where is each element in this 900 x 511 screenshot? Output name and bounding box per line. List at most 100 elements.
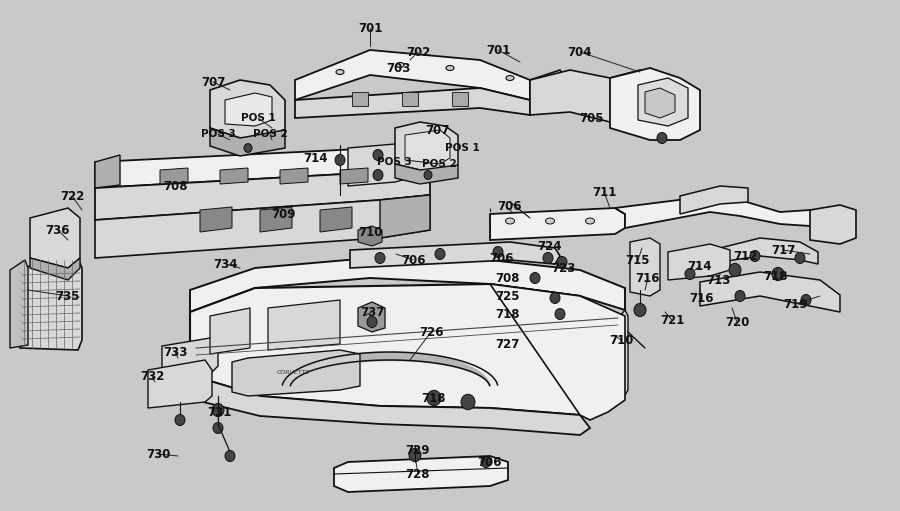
Polygon shape (720, 238, 818, 264)
Bar (452, 92, 468, 106)
Ellipse shape (685, 268, 695, 280)
Text: 729: 729 (406, 444, 430, 456)
Text: 706: 706 (489, 251, 513, 265)
Text: 716: 716 (688, 291, 713, 305)
Text: 711: 711 (592, 185, 617, 198)
Ellipse shape (657, 132, 667, 144)
Ellipse shape (335, 154, 345, 166)
Ellipse shape (545, 218, 554, 224)
Polygon shape (148, 360, 212, 408)
Polygon shape (530, 70, 660, 130)
Text: 735: 735 (56, 290, 80, 303)
Polygon shape (190, 284, 620, 415)
Polygon shape (95, 155, 120, 188)
Text: 731: 731 (207, 406, 231, 419)
Ellipse shape (175, 414, 185, 426)
Ellipse shape (801, 294, 811, 306)
Polygon shape (810, 205, 856, 244)
Polygon shape (280, 168, 308, 184)
Polygon shape (405, 130, 450, 164)
Polygon shape (320, 207, 352, 232)
Text: 727: 727 (495, 337, 519, 351)
Ellipse shape (424, 171, 432, 179)
Text: 719: 719 (783, 297, 807, 311)
Text: 718: 718 (763, 269, 788, 283)
Polygon shape (630, 238, 660, 296)
Text: 718: 718 (422, 391, 446, 405)
Ellipse shape (493, 246, 503, 258)
Polygon shape (348, 144, 410, 186)
Ellipse shape (550, 292, 560, 304)
Text: 715: 715 (626, 253, 650, 267)
Polygon shape (380, 195, 430, 238)
Ellipse shape (396, 62, 404, 67)
Bar (352, 92, 368, 106)
Polygon shape (30, 208, 80, 268)
Text: 733: 733 (163, 345, 187, 359)
Polygon shape (225, 93, 272, 126)
Ellipse shape (213, 423, 223, 433)
Ellipse shape (367, 316, 377, 328)
Polygon shape (210, 308, 250, 354)
Text: 726: 726 (418, 326, 443, 338)
Polygon shape (95, 148, 430, 188)
Ellipse shape (373, 150, 383, 160)
Polygon shape (190, 378, 590, 435)
Ellipse shape (409, 448, 421, 461)
Ellipse shape (461, 394, 475, 410)
Ellipse shape (557, 257, 567, 267)
Bar (402, 92, 418, 106)
Text: 707: 707 (425, 124, 449, 136)
Text: 706: 706 (478, 455, 502, 469)
Text: 706: 706 (498, 199, 522, 213)
Polygon shape (95, 195, 430, 258)
Text: 708: 708 (496, 271, 520, 285)
Ellipse shape (795, 252, 805, 264)
Text: 722: 722 (59, 190, 85, 202)
Text: 721: 721 (660, 314, 684, 327)
Polygon shape (700, 272, 840, 312)
Ellipse shape (481, 456, 491, 468)
Polygon shape (295, 50, 530, 100)
Text: 716: 716 (635, 271, 661, 285)
Polygon shape (490, 284, 625, 420)
Text: 725: 725 (496, 290, 520, 303)
Ellipse shape (506, 218, 515, 224)
Polygon shape (210, 80, 285, 140)
Polygon shape (334, 456, 508, 492)
Ellipse shape (435, 248, 445, 260)
Polygon shape (358, 226, 382, 246)
Ellipse shape (373, 170, 383, 180)
Text: 703: 703 (386, 61, 410, 75)
Ellipse shape (375, 252, 385, 264)
Polygon shape (260, 207, 292, 232)
Polygon shape (162, 338, 218, 380)
Text: 714: 714 (304, 151, 328, 165)
Text: 706: 706 (400, 253, 425, 267)
Polygon shape (210, 128, 285, 156)
Polygon shape (490, 208, 625, 240)
Text: 720: 720 (724, 315, 749, 329)
Text: 737: 737 (360, 306, 384, 318)
Text: 709: 709 (272, 207, 296, 221)
Polygon shape (340, 168, 368, 184)
Text: POS 3: POS 3 (376, 157, 411, 167)
Text: 730: 730 (146, 448, 170, 460)
Polygon shape (20, 258, 82, 350)
Ellipse shape (427, 390, 441, 406)
Ellipse shape (225, 451, 235, 461)
Polygon shape (620, 310, 628, 400)
Text: 732: 732 (140, 369, 164, 383)
Text: 736: 736 (46, 223, 70, 237)
Ellipse shape (212, 403, 224, 416)
Polygon shape (395, 164, 458, 184)
Text: 714: 714 (688, 260, 712, 272)
Polygon shape (95, 168, 430, 220)
Text: 701: 701 (358, 21, 382, 35)
Ellipse shape (446, 65, 454, 71)
Ellipse shape (543, 252, 553, 264)
Ellipse shape (336, 69, 344, 75)
Polygon shape (395, 122, 458, 172)
Text: 710: 710 (358, 225, 382, 239)
Text: POS 1: POS 1 (240, 113, 275, 123)
